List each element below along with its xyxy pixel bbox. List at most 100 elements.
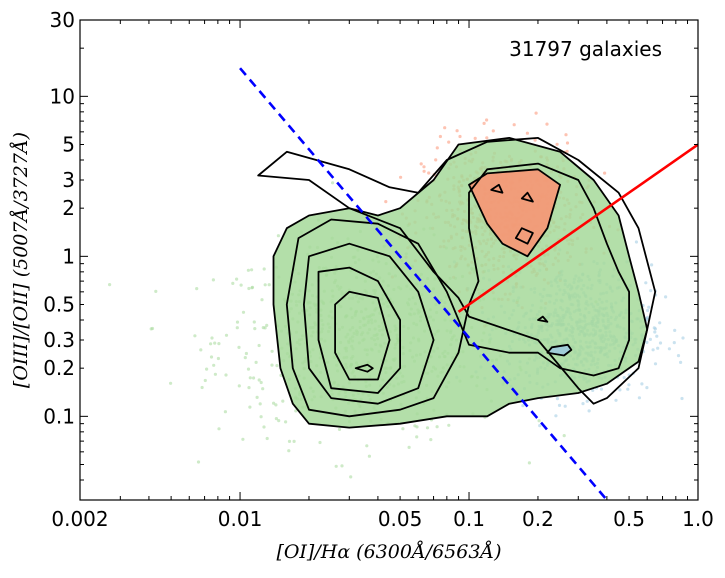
scatter-point bbox=[681, 336, 685, 340]
scatter-point bbox=[673, 328, 677, 332]
scatter-point bbox=[241, 437, 245, 441]
separator-line-1 bbox=[457, 143, 698, 313]
scatter-point bbox=[195, 287, 199, 291]
scatter-point bbox=[555, 142, 559, 146]
scatter-point bbox=[248, 376, 252, 380]
scatter-point bbox=[257, 378, 261, 382]
scatter-point bbox=[196, 460, 201, 464]
scatter-point bbox=[253, 327, 257, 331]
scatter-point bbox=[658, 321, 662, 325]
scatter-point bbox=[255, 395, 259, 399]
scatter-point bbox=[239, 283, 243, 287]
x-tick-label: 0.5 bbox=[613, 507, 645, 531]
y-tick-label: 0.1 bbox=[43, 404, 75, 428]
y-tick-label: 10 bbox=[50, 84, 75, 108]
scatter-point bbox=[248, 405, 252, 409]
scatter-point bbox=[224, 373, 228, 377]
scatter-point bbox=[644, 281, 648, 285]
x-axis-label: [OI]/Hα (6300Å/6563Å) bbox=[276, 541, 501, 563]
contour-8 bbox=[514, 227, 534, 245]
scatter-point bbox=[634, 240, 639, 244]
scatter-point bbox=[261, 387, 265, 391]
scatter-point bbox=[257, 343, 261, 348]
contour-7 bbox=[468, 168, 561, 258]
scatter-point bbox=[252, 376, 256, 380]
scatter-point bbox=[435, 146, 439, 150]
scatter-point bbox=[438, 134, 442, 139]
scatter-point bbox=[277, 419, 281, 423]
scatter-point bbox=[626, 387, 630, 391]
scatter-point bbox=[525, 131, 530, 135]
scatter-point bbox=[213, 372, 217, 376]
scatter-point bbox=[603, 171, 607, 175]
scatter-point bbox=[337, 427, 342, 431]
scatter-point bbox=[276, 234, 280, 238]
y-tick-label: 1 bbox=[62, 244, 75, 268]
scatter-point bbox=[209, 355, 214, 359]
scatter-point bbox=[247, 286, 251, 291]
scatter-point bbox=[435, 425, 439, 429]
scatter-point bbox=[415, 425, 419, 429]
scatter-point bbox=[679, 360, 683, 364]
scatter-point bbox=[149, 327, 153, 331]
contour-6 bbox=[354, 363, 374, 373]
scatter-point bbox=[599, 387, 604, 391]
plot-frame bbox=[79, 19, 699, 501]
scatter-point bbox=[587, 409, 591, 413]
scatter-point bbox=[244, 351, 248, 356]
scatter-point bbox=[108, 283, 112, 287]
scatter-point bbox=[485, 118, 489, 122]
x-tick-label: 1.0 bbox=[682, 507, 714, 531]
filled-region-0 bbox=[273, 137, 648, 428]
scatter-point bbox=[422, 165, 426, 169]
scatter-point bbox=[645, 386, 649, 390]
scatter-point bbox=[649, 289, 653, 293]
contour-10 bbox=[490, 183, 504, 194]
scatter-point bbox=[246, 367, 251, 371]
scatter-point bbox=[399, 175, 403, 179]
scatter-point bbox=[274, 403, 278, 407]
y-tick-label: 30 bbox=[50, 8, 75, 32]
scatter-point bbox=[235, 320, 240, 324]
contour-12 bbox=[537, 315, 549, 323]
scatter-point bbox=[565, 149, 569, 153]
scatter-point bbox=[676, 354, 681, 358]
scatter-point bbox=[252, 320, 256, 324]
scatter-point bbox=[212, 363, 216, 367]
scatter-point bbox=[287, 449, 291, 453]
y-tick-label: 0.2 bbox=[43, 356, 75, 380]
scatter-point bbox=[365, 444, 369, 448]
scatter-point bbox=[223, 410, 227, 414]
scatter-point bbox=[217, 342, 221, 346]
scatter-point bbox=[443, 126, 447, 130]
contour-3 bbox=[303, 242, 435, 405]
scatter-point bbox=[538, 424, 542, 428]
scatter-point bbox=[321, 531, 324, 534]
filled-contours bbox=[273, 137, 648, 428]
scatter-point bbox=[209, 342, 213, 346]
contour-1 bbox=[272, 137, 649, 429]
contour-5 bbox=[334, 290, 391, 381]
scatter-point bbox=[243, 356, 247, 360]
scatter-point bbox=[287, 439, 292, 443]
scatter-point bbox=[294, 409, 298, 413]
scatter-point bbox=[200, 385, 204, 390]
scatter-point bbox=[259, 415, 263, 419]
scatter-point bbox=[407, 445, 411, 449]
scatter-point bbox=[334, 464, 338, 468]
scatter-point bbox=[434, 158, 438, 162]
scatter-point bbox=[545, 122, 549, 126]
scatter-point bbox=[512, 123, 516, 127]
scatter-point bbox=[265, 436, 269, 441]
scatter-point bbox=[210, 336, 214, 340]
scatter-point bbox=[349, 475, 353, 479]
scatter-point bbox=[250, 285, 255, 289]
scatter-point bbox=[281, 399, 285, 403]
scatter-point bbox=[384, 200, 388, 204]
scatter-point bbox=[667, 347, 672, 351]
scatter-point bbox=[458, 134, 462, 139]
scatter-point bbox=[562, 434, 566, 438]
scatter-point bbox=[646, 308, 650, 313]
scatter-point bbox=[259, 380, 263, 385]
scatter-point bbox=[246, 268, 250, 272]
